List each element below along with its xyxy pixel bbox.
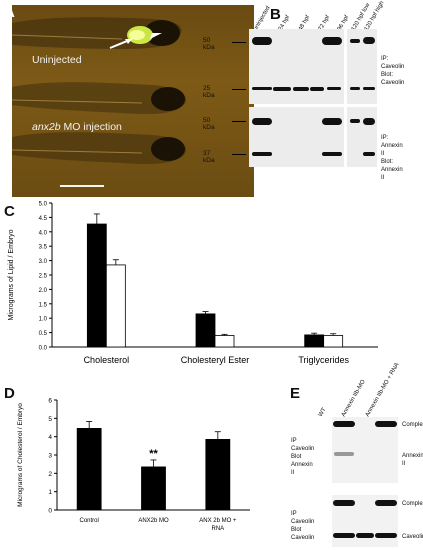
y-tick-label: 3.5 [39, 245, 48, 251]
lane-label: uninjected [252, 5, 272, 33]
category-label: Triglycerides [298, 355, 349, 365]
bar [76, 428, 102, 511]
band [363, 152, 375, 156]
band [252, 37, 272, 45]
panel-letter-c: C [4, 203, 15, 220]
lane-label: Annexin IIb-MO [340, 378, 367, 418]
y-tick-label: 1.0 [39, 317, 48, 323]
band [375, 533, 397, 538]
blot-label: IP Caveolin Blot Annexin II [291, 438, 315, 476]
scale-bar [60, 185, 104, 187]
bar [86, 223, 107, 348]
band [273, 87, 291, 91]
bar [105, 264, 126, 348]
panel-letter-a: A [4, 4, 15, 21]
band [333, 500, 355, 506]
bar [141, 466, 166, 511]
blot-label: IP: Caveolin Blot: Caveolin [381, 56, 405, 86]
blot-label: IP: Annexin II Blot: Annexin II [381, 135, 403, 181]
label-mo-injection: anx2b MO injection [32, 121, 122, 133]
blot-annexin-left [249, 107, 344, 167]
significance-annotation: ** [149, 448, 158, 460]
y-tick-label: 4 [48, 434, 52, 441]
band [333, 421, 355, 427]
label-uninjected: Uninjected [32, 54, 82, 66]
blot-label: Annexin II [402, 453, 423, 467]
bar [205, 439, 231, 511]
y-tick-label: 2 [48, 471, 52, 478]
category-label: ANX 2b MO + RNA [199, 518, 237, 532]
chart-d: 0 1 2 3 4 5 6 Micrograms of Cholesterol / Embry… [17, 398, 250, 532]
kda-tick [232, 154, 246, 155]
kda-label: 50 kDa [203, 37, 215, 51]
kda-tick [232, 42, 246, 43]
band [252, 87, 272, 90]
band [252, 118, 272, 125]
panel-letter-d: D [4, 385, 15, 402]
bar [323, 335, 344, 348]
bar [195, 313, 216, 348]
band [252, 152, 272, 156]
band [310, 87, 324, 91]
zebrafish-micrograph: Uninjected anx2b MO injection [12, 5, 254, 197]
blot-label: Caveolin [402, 534, 423, 540]
y-tick-label: 2.5 [39, 274, 48, 280]
band [334, 452, 354, 456]
y-tick-label: 0.5 [39, 331, 48, 337]
category-label: ANX2b MO [138, 518, 169, 524]
bar [214, 335, 235, 348]
kda-tick [232, 121, 246, 122]
blot-annexin-right [347, 107, 377, 167]
band [363, 118, 375, 125]
band [350, 39, 360, 43]
panel-letter-b: B [270, 6, 281, 23]
category-label: Control [79, 518, 98, 524]
y-tick-label: 5 [48, 416, 52, 423]
bar [304, 334, 325, 348]
blot-label: Complex [402, 501, 423, 507]
blot-coip-top [332, 417, 398, 483]
y-tick-label: 0.0 [39, 346, 48, 352]
band [322, 152, 342, 156]
band [375, 421, 397, 427]
blot-label: Complex [402, 422, 423, 428]
band [356, 533, 374, 538]
category-label: Cholesterol [84, 355, 130, 365]
lane-label: WT [317, 406, 328, 418]
y-tick-label: 2.0 [39, 288, 48, 294]
y-tick-label: 5.0 [39, 202, 48, 208]
band [333, 533, 355, 538]
y-tick-label: 3.0 [39, 259, 48, 265]
band [293, 87, 309, 91]
y-tick-label: 3 [48, 453, 52, 460]
kda-tick [232, 89, 246, 90]
band [363, 87, 375, 90]
chart-c: 0.0 0.5 1.0 1.5 2.0 2.5 3.0 3.5 4.0 4.5 5.0 Microgr… [8, 202, 378, 365]
band [322, 37, 342, 45]
y-tick-label: 4.0 [39, 230, 48, 236]
panel-letter-e: E [290, 385, 301, 402]
band [375, 500, 397, 506]
y-tick-label: 1 [48, 489, 52, 496]
category-label: Cholesteryl Ester [181, 355, 250, 365]
y-axis-label: Micrograms of Cholesterol / Embryo [17, 403, 24, 507]
zebrafish-image [12, 17, 187, 165]
band [363, 37, 375, 44]
y-tick-label: 4.5 [39, 216, 48, 222]
band [350, 119, 360, 123]
y-tick-label: 0 [48, 508, 52, 515]
y-tick-label: 6 [48, 398, 52, 405]
band [322, 118, 342, 125]
band [327, 87, 341, 90]
y-axis-label: Micrograms of Lipid / Embryo [8, 229, 15, 320]
kda-label: 25 kDa [203, 85, 215, 99]
band [350, 87, 360, 90]
y-tick-label: 1.5 [39, 302, 48, 308]
blot-label: IP Caveolin Blot Caveolin [291, 511, 315, 541]
kda-label: 50 kDa [203, 117, 215, 131]
kda-label: 37 kDa [203, 150, 215, 164]
